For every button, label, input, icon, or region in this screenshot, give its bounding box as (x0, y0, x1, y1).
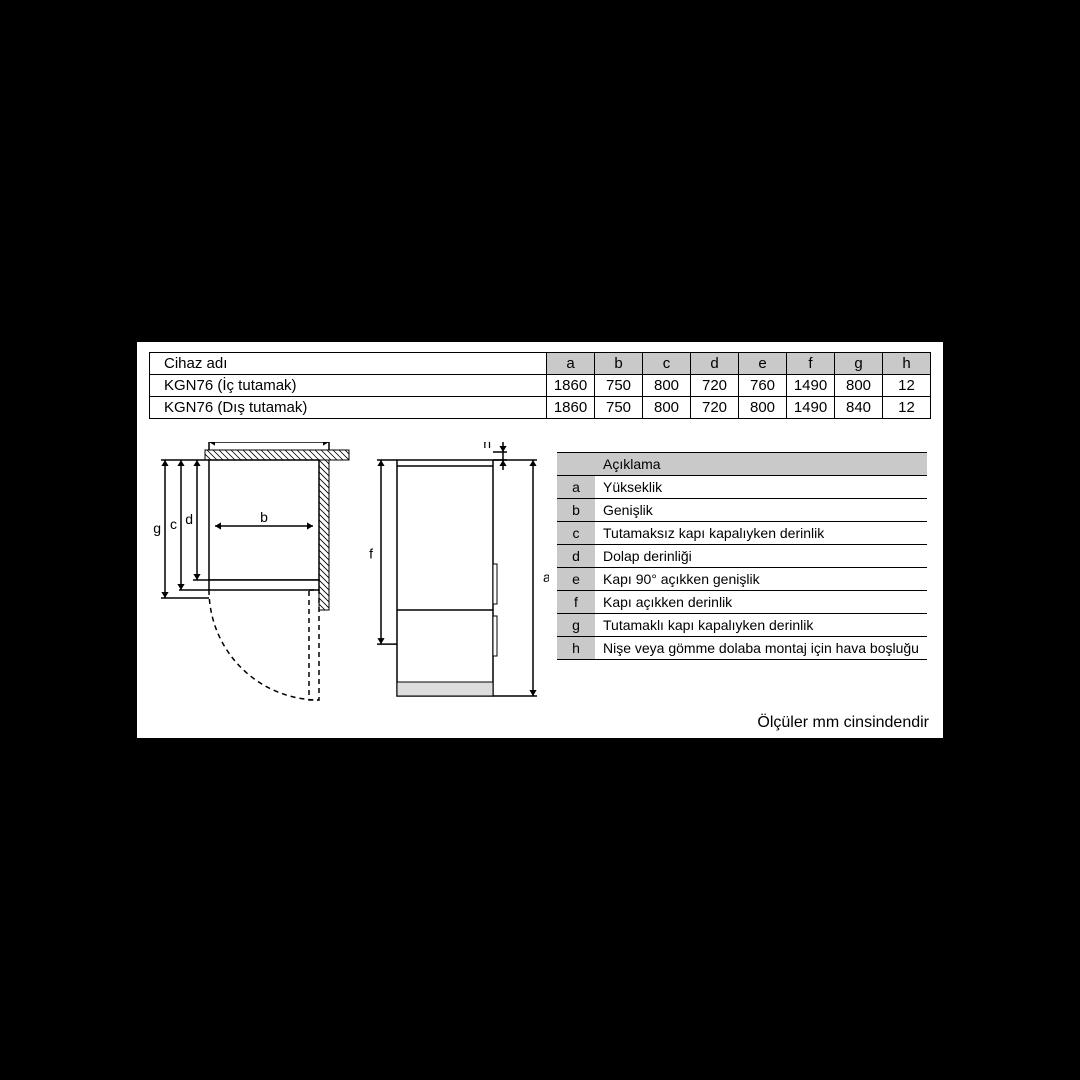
svg-text:f: f (369, 545, 373, 561)
dim-col-c: c (643, 353, 691, 375)
dim-col-e: e (739, 353, 787, 375)
legend-row-d: dDolap derinliği (557, 545, 927, 568)
dim-col-f: f (787, 353, 835, 375)
legend-row-h: hNişe veya gömme dolaba montaj için hava… (557, 637, 927, 660)
diagram-svg: ebdcghaf (149, 442, 549, 722)
legend-table: Açıklama aYükseklik bGenişlik cTutamaksı… (557, 452, 927, 660)
dim-device-1: KGN76 (Dış tutamak) (150, 397, 547, 419)
dim-col-a: a (547, 353, 595, 375)
legend-row-g: gTutamaklı kapı kapalıyken derinlik (557, 614, 927, 637)
dim-col-g: g (835, 353, 883, 375)
dim-row-0: KGN76 (İç tutamak) 1860 750 800 720 760 … (150, 375, 931, 397)
svg-text:a: a (543, 569, 549, 585)
dimension-diagram: ebdcghaf (149, 442, 549, 722)
dimension-table: Cihaz adı a b c d e f g h KGN76 (İç tuta… (149, 352, 931, 419)
legend-row-b: bGenişlik (557, 499, 927, 522)
legend-row-e: eKapı 90° açıkken genişlik (557, 568, 927, 591)
legend-header-label: Açıklama (595, 453, 927, 476)
legend-row-a: aYükseklik (557, 476, 927, 499)
svg-text:d: d (185, 511, 193, 527)
legend-row-c: cTutamaksız kapı kapalıyken derinlik (557, 522, 927, 545)
dim-table-header-row: Cihaz adı a b c d e f g h (150, 353, 931, 375)
spec-sheet: Cihaz adı a b c d e f g h KGN76 (İç tuta… (135, 340, 945, 740)
svg-text:b: b (260, 509, 268, 525)
dim-col-d: d (691, 353, 739, 375)
dim-row-1: KGN76 (Dış tutamak) 1860 750 800 720 800… (150, 397, 931, 419)
legend-row-f: fKapı açıkken derinlik (557, 591, 927, 614)
svg-text:h: h (483, 442, 491, 451)
units-footnote: Ölçüler mm cinsindendir (757, 714, 929, 732)
dim-col-b: b (595, 353, 643, 375)
svg-text:c: c (170, 516, 177, 532)
svg-text:g: g (153, 520, 161, 536)
dim-device-0: KGN76 (İç tutamak) (150, 375, 547, 397)
dim-header-device: Cihaz adı (150, 353, 547, 375)
legend-header: Açıklama (557, 453, 927, 476)
dim-col-h: h (883, 353, 931, 375)
